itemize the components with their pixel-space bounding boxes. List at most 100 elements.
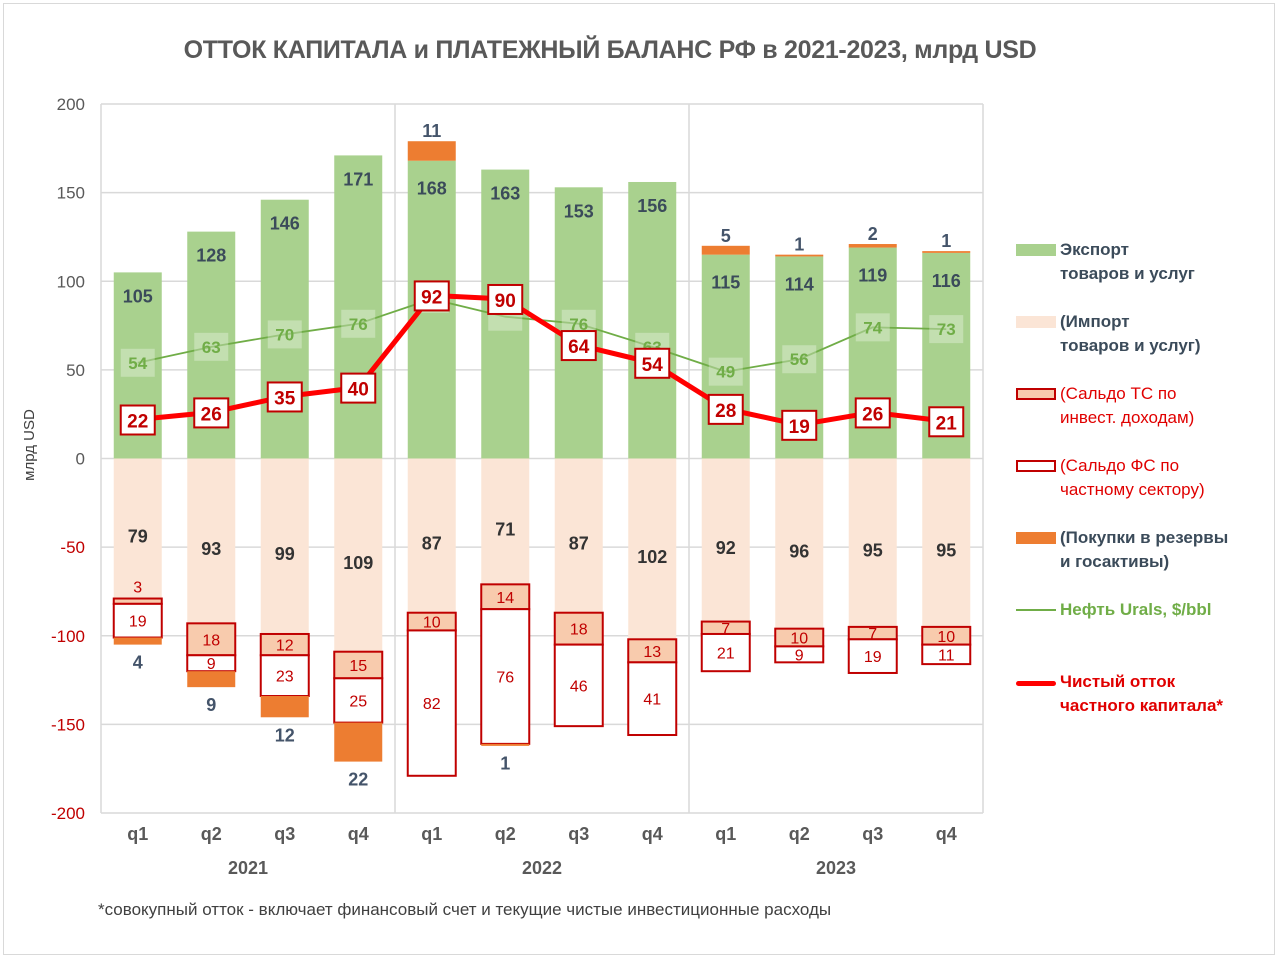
x-tick-label: q4: [642, 824, 663, 844]
import-label: 109: [343, 553, 373, 573]
y-axis-label: млрд USD: [21, 409, 38, 481]
y-tick-label: -150: [51, 715, 85, 734]
invest-income-bar: [186, 622, 237, 657]
financial-account-label: 46: [570, 678, 588, 695]
reserves-label: 1: [500, 754, 510, 774]
y-tick-label: 50: [66, 361, 85, 380]
urals-label-bg: [341, 309, 376, 338]
outflow-label: 40: [348, 380, 369, 401]
financial-account-label: 19: [864, 649, 882, 666]
financial-account-bar: [627, 661, 678, 737]
import-label: 93: [201, 539, 221, 559]
x-tick-label: q1: [127, 824, 148, 844]
chart-frame: [3, 3, 1275, 955]
import-bar: [113, 458, 162, 599]
import-bar: [701, 458, 750, 622]
import-label: 96: [789, 542, 809, 562]
outflow-label: 64: [568, 337, 590, 358]
legend-swatch: [1016, 244, 1056, 256]
legend-line-swatch: [1016, 681, 1056, 686]
legend-label: Чистый отток частного капитала*: [1060, 672, 1224, 715]
reserves-bar: [334, 722, 383, 762]
reserves-bar-top: [407, 141, 456, 161]
reserves-bar: [260, 696, 309, 718]
x-tick-label: q1: [421, 824, 442, 844]
x-tick-label: q3: [568, 824, 589, 844]
urals-label: 76: [349, 315, 368, 334]
import-bar: [628, 458, 677, 640]
export-label: 153: [564, 201, 594, 221]
legend-line-swatch: [1016, 609, 1056, 611]
year-label: 2023: [816, 858, 856, 878]
export-label: 128: [196, 246, 226, 266]
urals-label-bg: [708, 357, 743, 386]
reserves-bar: [113, 637, 162, 645]
financial-account-bar: [921, 643, 972, 666]
legend-label: (Покупки в резервы и госактивы): [1060, 528, 1229, 571]
legend-swatch: [1016, 460, 1056, 472]
chart-title: ОТТОК КАПИТАЛА и ПЛАТЕЖНЫЙ БАЛАНС РФ в 2…: [183, 36, 1037, 64]
outflow-label-box: [781, 409, 818, 441]
invest-income-label: 12: [276, 638, 294, 655]
financial-account-bar: [480, 608, 531, 745]
y-tick-label: -100: [51, 627, 85, 646]
invest-income-label: 13: [643, 644, 661, 661]
reserves-bar-top: [775, 254, 824, 257]
invest-income-label: 15: [349, 658, 367, 675]
outflow-label: 22: [127, 412, 148, 433]
outflow-label-box: [928, 406, 965, 438]
invest-income-label: 18: [570, 622, 588, 639]
export-label: 115: [711, 273, 740, 293]
x-tick-label: q4: [936, 824, 957, 844]
urals-label: 76: [569, 315, 588, 334]
invest-income-bar: [480, 583, 531, 611]
outflow-label-box: [707, 393, 744, 425]
import-label: 79: [128, 527, 148, 547]
reserves-label: 1: [794, 235, 804, 255]
outflow-label-box: [854, 397, 891, 429]
reserves-bar-top: [701, 245, 750, 255]
import-bar: [260, 458, 309, 634]
import-label: 87: [569, 534, 589, 554]
legend-label: (Импорт товаров и услуг): [1060, 312, 1201, 355]
reserves-label: 5: [721, 226, 731, 246]
invest-income-label: 10: [423, 615, 441, 632]
financial-account-label: 76: [496, 670, 514, 687]
export-label: 105: [123, 286, 153, 306]
outflow-label-box: [119, 404, 156, 436]
outflow-label-box: [340, 372, 377, 404]
legend-swatch: [1016, 532, 1056, 544]
reserves-label: 22: [348, 770, 368, 790]
import-label: 95: [863, 541, 883, 561]
financial-account-label: 9: [207, 656, 216, 673]
import-label: 99: [275, 544, 295, 564]
urals-label-bg: [267, 320, 302, 349]
year-label: 2021: [228, 858, 268, 878]
urals-label: 54: [128, 354, 147, 373]
urals-label-bg: [194, 332, 229, 361]
reserves-label: 2: [868, 224, 878, 244]
outflow-label: 28: [715, 401, 736, 422]
outflow-label: 90: [495, 291, 516, 312]
import-bar: [848, 458, 897, 627]
legend-label: (Сальдо ТС по инвест. доходам): [1060, 384, 1195, 427]
export-label: 114: [785, 274, 814, 294]
outflow-label-box: [413, 280, 450, 312]
export-label: 163: [490, 184, 520, 204]
urals-label: 56: [790, 350, 809, 369]
import-label: 102: [637, 547, 667, 567]
financial-account-bar: [112, 602, 163, 639]
financial-account-bar: [774, 645, 825, 664]
reserves-bar-top: [922, 251, 971, 253]
financial-account-bar: [700, 632, 751, 673]
y-tick-label: 150: [57, 184, 85, 203]
invest-income-label: 10: [937, 629, 955, 646]
reserves-bar: [481, 743, 530, 746]
outflow-label-box: [487, 283, 524, 315]
import-label: 95: [936, 541, 956, 561]
invest-income-label: 7: [721, 621, 730, 638]
outflow-line: [137, 292, 947, 428]
x-tick-label: q2: [495, 824, 516, 844]
financial-account-label: 41: [643, 692, 661, 709]
reserves-label: 4: [133, 653, 143, 673]
